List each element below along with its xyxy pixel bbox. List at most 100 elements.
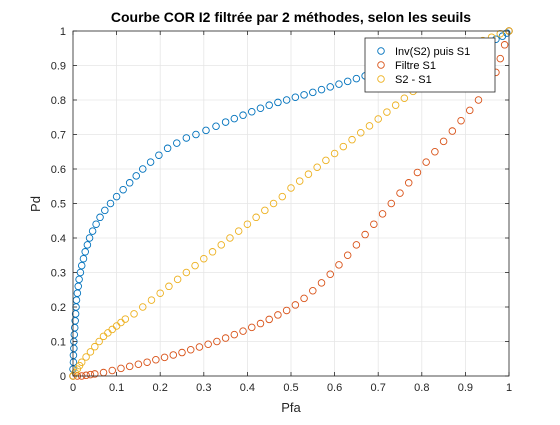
data-point [457,116,465,125]
data-point [287,184,295,192]
x-tick-label: 0.3 [196,382,211,394]
data-point [156,289,164,297]
x-tick-label: 0.2 [153,382,168,394]
y-tick-label: 0.8 [51,95,66,107]
y-tick-label: 0 [60,371,66,383]
data-point [230,330,239,339]
data-point [91,370,99,378]
data-point [261,206,269,215]
data-point [448,127,457,135]
data-point [221,118,230,126]
data-point [330,149,339,158]
data-point [119,185,127,194]
data-point [300,294,308,303]
x-tick-label: 0 [70,382,76,394]
data-point [191,261,199,270]
chart-title: Courbe COR I2 filtrée par 2 méthodes, se… [111,9,471,25]
data-point [101,206,109,215]
data-point [96,213,104,222]
data-point [348,135,356,144]
data-point [112,192,121,201]
y-axis-title: Pd [28,196,43,212]
data-point [374,115,382,123]
data-point [431,147,439,156]
data-point [83,241,92,249]
data-point [343,251,352,259]
data-point [86,348,95,356]
data-point [230,114,239,123]
x-tick-label: 1 [506,382,512,394]
data-point [474,96,483,104]
data-point [317,85,326,94]
x-tick-label: 0.8 [414,382,429,394]
data-point [152,356,160,364]
data-point [265,101,273,109]
data-point [202,126,210,135]
data-point [295,177,304,185]
data-point [291,93,300,101]
data-point [204,340,212,349]
y-tick-label: 0.9 [51,61,66,73]
data-point [139,303,147,311]
data-point [317,279,326,287]
data-point [383,108,391,116]
data-point [252,213,260,222]
data-point [309,287,317,295]
data-point [139,165,147,173]
data-point [178,348,186,357]
data-point [352,74,361,83]
y-tick-label: 0.2 [51,302,66,314]
data-point [143,358,151,366]
data-point [82,353,90,361]
data-point [130,310,138,318]
legend-marker [377,75,385,83]
data-point [186,346,195,354]
data-point [108,366,116,375]
data-point [269,199,278,208]
data-point [282,306,291,315]
y-tick-label: 0.1 [51,337,66,349]
data-point [265,315,273,324]
data-point [466,106,474,115]
data-point [239,111,247,119]
data-point [496,54,505,63]
data-point [335,261,343,269]
data-point [173,275,182,284]
data-point [391,101,400,109]
data-point [500,41,509,49]
data-point [335,80,343,88]
data-point [226,234,234,242]
data-point [221,334,230,342]
data-point [86,370,95,379]
data-point [160,353,169,362]
data-point [304,170,313,178]
data-point [274,98,282,107]
data-point [370,220,378,228]
data-point [182,134,191,142]
x-axis-title: Pfa [281,400,301,415]
legend-label: Filtre S1 [395,60,436,72]
data-point [300,91,308,99]
data-point [134,360,143,369]
legend: Inv(S2) puis S1 Filtre S1 S2 - S1 [364,37,496,93]
x-tick-label: 0.9 [458,382,473,394]
data-point [82,371,90,380]
data-point [309,88,317,97]
data-point [163,144,172,153]
x-tick-label: 0.7 [371,382,386,394]
data-point [239,327,247,335]
data-point [106,199,115,208]
legend-label: S2 - S1 [395,74,432,86]
data-point [85,234,94,242]
y-tick-label: 1 [60,26,66,38]
series-2 [69,27,513,380]
data-point [95,337,103,346]
data-point [117,364,125,373]
data-point [278,192,287,201]
data-point [243,220,252,228]
legend-marker [377,47,385,55]
data-point [256,319,265,328]
axis-ticks: 0 0.1 0.2 0.3 0.4 0.5 0.6 0.7 0.8 0.9 1 0 0.1 0.2 0.3 0… [51,26,512,394]
